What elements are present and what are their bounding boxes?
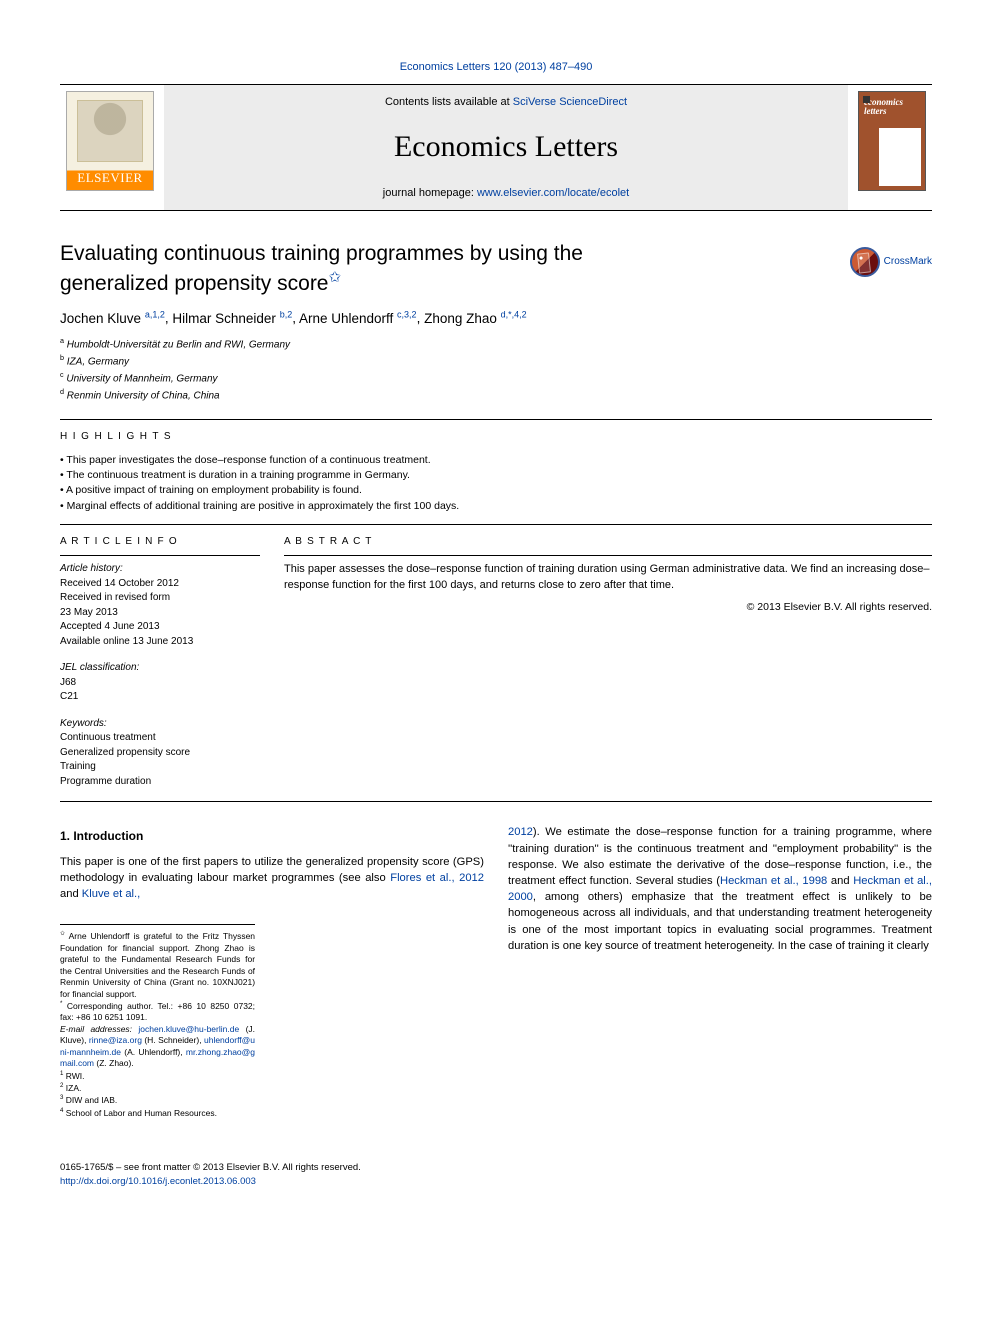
- citation-link[interactable]: Economics Letters 120 (2013) 487–490: [400, 61, 593, 73]
- highlight-item: • This paper investigates the dose–respo…: [60, 453, 932, 468]
- history-line: Received 14 October 2012: [60, 577, 260, 592]
- citation-ref[interactable]: Flores et al., 2012: [390, 872, 484, 884]
- jel-code: J68: [60, 676, 260, 691]
- journal-header: ELSEVIER Contents lists available at Sci…: [60, 84, 932, 211]
- crossmark-label: CrossMark: [884, 255, 932, 270]
- body-text: 1. Introduction This paper is one of the…: [60, 824, 932, 1119]
- author-aff-link[interactable]: d,*,4,2: [501, 309, 527, 319]
- highlights-heading: H I G H L I G H T S: [60, 430, 932, 445]
- citation-ref[interactable]: Kluve et al.,: [82, 888, 140, 900]
- section-heading: 1. Introduction: [60, 828, 484, 845]
- abstract-text: This paper assesses the dose–response fu…: [284, 562, 932, 594]
- abstract-copyright: © 2013 Elsevier B.V. All rights reserved…: [284, 600, 932, 615]
- affiliations: a Humboldt-Universität zu Berlin and RWI…: [60, 336, 932, 403]
- rule: [60, 801, 932, 802]
- author: Hilmar Schneider b,2: [172, 311, 292, 326]
- jel-code: C21: [60, 690, 260, 705]
- footnote: 2 IZA.: [60, 1082, 255, 1094]
- keyword: Training: [60, 760, 260, 775]
- crossmark-icon: [850, 247, 880, 277]
- journal-homepage: journal homepage: www.elsevier.com/locat…: [176, 186, 836, 202]
- title-block: Evaluating continuous training programme…: [60, 241, 932, 298]
- journal-cover-thumb: economics letters: [852, 85, 932, 210]
- history-line: Available online 13 June 2013: [60, 635, 260, 650]
- author-aff-link[interactable]: b,2: [280, 309, 293, 319]
- sciencedirect-link[interactable]: SciVerse ScienceDirect: [513, 96, 627, 108]
- affiliation: a Humboldt-Universität zu Berlin and RWI…: [60, 336, 932, 353]
- doi-footer: 0165-1765/$ – see front matter © 2013 El…: [60, 1161, 932, 1189]
- highlights-block: H I G H L I G H T S • This paper investi…: [60, 420, 932, 523]
- author: Arne Uhlendorff c,3,2: [299, 311, 417, 326]
- abstract-heading: A B S T R A C T: [284, 535, 932, 550]
- title-line-1: Evaluating continuous training programme…: [60, 242, 583, 265]
- homepage-prefix: journal homepage:: [383, 187, 477, 199]
- keyword: Continuous treatment: [60, 731, 260, 746]
- highlight-item: • A positive impact of training on emplo…: [60, 483, 932, 498]
- contents-available: Contents lists available at SciVerse Sci…: [176, 95, 836, 111]
- front-matter-text: 0165-1765/$ – see front matter © 2013 El…: [60, 1161, 932, 1175]
- keyword: Programme duration: [60, 775, 260, 790]
- citation-ref[interactable]: 2012: [508, 826, 533, 838]
- authors-line: Jochen Kluve a,1,2, Hilmar Schneider b,2…: [60, 308, 932, 328]
- journal-name: Economics Letters: [176, 125, 836, 169]
- publisher-name: ELSEVIER: [77, 169, 142, 190]
- history-line: Accepted 4 June 2013: [60, 620, 260, 635]
- citation-header: Economics Letters 120 (2013) 487–490: [60, 60, 932, 76]
- highlight-item: • The continuous treatment is duration i…: [60, 468, 932, 483]
- author-aff-link[interactable]: c,3,2: [397, 309, 417, 319]
- footnotes: ✩ Arne Uhlendorff is grateful to the Fri…: [60, 924, 255, 1118]
- journal-cover-image: economics letters: [858, 91, 926, 191]
- footnote-corr: * Corresponding author. Tel.: +86 10 825…: [60, 1000, 255, 1024]
- title-footnote-star[interactable]: ✩: [329, 269, 342, 286]
- title-line-2: generalized propensity score: [60, 272, 329, 295]
- crossmark[interactable]: CrossMark: [850, 247, 932, 277]
- homepage-link[interactable]: www.elsevier.com/locate/ecolet: [477, 187, 629, 199]
- abstract-col: A B S T R A C T This paper assesses the …: [284, 535, 932, 790]
- paper-title: Evaluating continuous training programme…: [60, 241, 780, 298]
- email-link[interactable]: rinne@iza.org: [89, 1035, 142, 1045]
- history-line: 23 May 2013: [60, 606, 260, 621]
- keyword: Generalized propensity score: [60, 746, 260, 761]
- email-label: E-mail addresses:: [60, 1024, 132, 1034]
- footnote: 1 RWI.: [60, 1070, 255, 1082]
- body-paragraph: This paper is one of the first papers to…: [60, 854, 484, 903]
- doi-link[interactable]: http://dx.doi.org/10.1016/j.econlet.2013…: [60, 1176, 256, 1187]
- citation-ref[interactable]: Heckman et al., 1998: [720, 875, 827, 887]
- affiliation: c University of Mannheim, Germany: [60, 370, 932, 387]
- history-head: Article history:: [60, 562, 260, 577]
- footnote: 3 DIW and IAB.: [60, 1094, 255, 1106]
- publisher-logo-image: ELSEVIER: [66, 91, 154, 191]
- highlight-item: • Marginal effects of additional trainin…: [60, 499, 932, 514]
- cover-title-2: letters: [864, 106, 887, 116]
- author: Zhong Zhao d,*,4,2: [424, 311, 527, 326]
- article-info-col: A R T I C L E I N F O Article history: R…: [60, 535, 260, 790]
- publisher-logo: ELSEVIER: [60, 85, 160, 210]
- author-aff-link[interactable]: a,1,2: [145, 309, 165, 319]
- keywords-head: Keywords:: [60, 717, 260, 732]
- article-info-heading: A R T I C L E I N F O: [60, 535, 260, 550]
- jel-head: JEL classification:: [60, 661, 260, 676]
- article-info-row: A R T I C L E I N F O Article history: R…: [60, 525, 932, 802]
- affiliation: d Renmin University of China, China: [60, 387, 932, 404]
- body-paragraph-continued: 2012). We estimate the dose–response fun…: [508, 824, 932, 954]
- footnote-emails: E-mail addresses: jochen.kluve@hu-berlin…: [60, 1024, 255, 1070]
- footnote: ✩ Arne Uhlendorff is grateful to the Fri…: [60, 930, 255, 1000]
- affiliation: b IZA, Germany: [60, 353, 932, 370]
- contents-prefix: Contents lists available at: [385, 96, 513, 108]
- footnote: 4 School of Labor and Human Resources.: [60, 1107, 255, 1119]
- journal-center-info: Contents lists available at SciVerse Sci…: [164, 85, 848, 210]
- author: Jochen Kluve a,1,2: [60, 311, 165, 326]
- history-line: Received in revised form: [60, 591, 260, 606]
- email-link[interactable]: jochen.kluve@hu-berlin.de: [138, 1024, 239, 1034]
